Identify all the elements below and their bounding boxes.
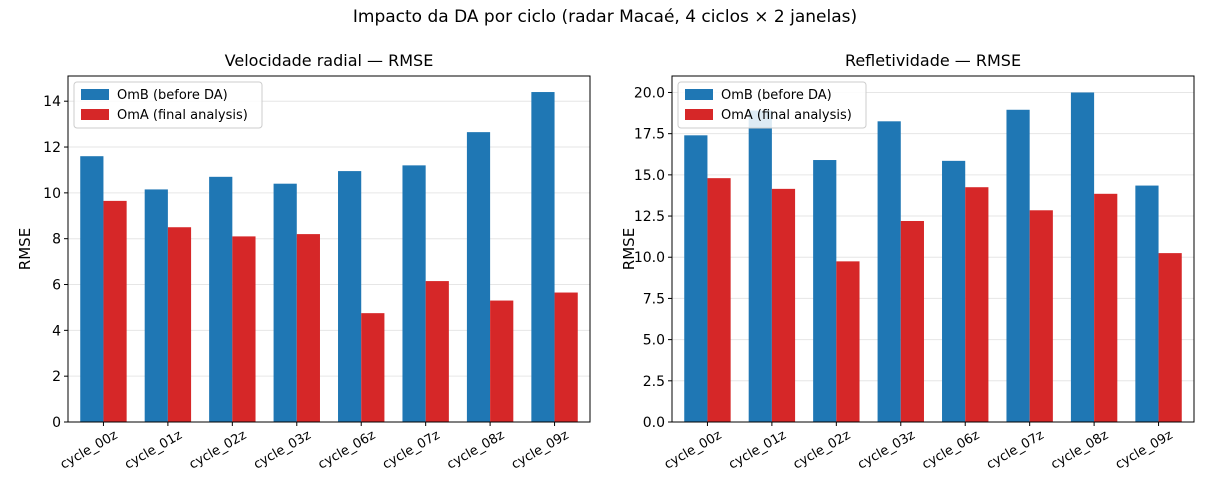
bar-omb bbox=[813, 160, 837, 422]
bar-omb bbox=[144, 189, 168, 422]
bar-omb bbox=[402, 165, 426, 422]
y-tick-label: 10 bbox=[43, 186, 61, 202]
x-tick-label: cycle_02z bbox=[791, 428, 854, 473]
figure-suptitle: Impacto da DA por ciclo (radar Macaé, 4 … bbox=[352, 7, 858, 27]
x-tick-label: cycle_06z bbox=[920, 428, 983, 473]
bar-oma bbox=[1158, 253, 1182, 422]
x-tick-label: cycle_09z bbox=[1113, 428, 1176, 473]
bar-oma bbox=[836, 261, 860, 422]
x-tick-label: cycle_02z bbox=[187, 428, 250, 473]
y-tick-label: 14 bbox=[43, 94, 61, 110]
y-tick-label: 10.0 bbox=[634, 250, 665, 266]
y-tick-label: 20.0 bbox=[634, 85, 665, 101]
legend-box bbox=[677, 81, 867, 129]
bar-oma bbox=[232, 236, 256, 422]
bar-omb bbox=[748, 110, 772, 422]
bar-oma bbox=[1094, 193, 1118, 422]
rmse-chart-reflectivity: 0.0 2.5 5.0 7.5 10.0 12.5 15.0 17.5 20.0 cycle_00… bbox=[620, 51, 1195, 473]
chart-title: Refletividade — RMSE bbox=[845, 51, 1021, 70]
y-tick-label: 0.0 bbox=[643, 415, 665, 431]
y-tick-label: 12.5 bbox=[634, 209, 665, 225]
bar-omb bbox=[209, 176, 233, 422]
bar-omb bbox=[1006, 109, 1030, 423]
x-tick-label: cycle_08z bbox=[445, 428, 508, 473]
legend-swatch-omb bbox=[81, 89, 109, 100]
bar-omb bbox=[877, 121, 901, 423]
bar-omb bbox=[531, 92, 555, 422]
bar-oma bbox=[361, 313, 385, 422]
y-tick-label: 7.5 bbox=[643, 291, 665, 307]
y-tick-label: 8 bbox=[52, 232, 61, 248]
legend-swatch-oma bbox=[81, 109, 109, 120]
y-axis-label: RMSE bbox=[16, 228, 34, 270]
bar-oma bbox=[167, 227, 192, 422]
plot-frame bbox=[67, 75, 591, 423]
x-tick-label: cycle_00z bbox=[58, 428, 121, 473]
y-tick-label: 15.0 bbox=[634, 168, 665, 184]
legend-box bbox=[73, 81, 263, 129]
y-tick-label: 5.0 bbox=[643, 333, 665, 349]
y-tick-label: 0 bbox=[52, 415, 61, 431]
bar-omb bbox=[1070, 92, 1095, 422]
x-tick-label: cycle_09z bbox=[509, 428, 572, 473]
y-tick-label: 2.5 bbox=[643, 374, 665, 390]
bar-oma bbox=[425, 281, 449, 422]
legend-label-oma: OmA (final analysis) bbox=[117, 108, 248, 123]
x-tick-label: cycle_06z bbox=[316, 428, 379, 473]
bar-oma bbox=[1029, 210, 1053, 422]
bar-oma bbox=[296, 234, 320, 422]
legend-swatch-oma bbox=[685, 109, 713, 120]
bar-omb bbox=[1135, 185, 1159, 422]
legend: OmB (before DA) OmA (final analysis) bbox=[677, 81, 867, 129]
legend-label-omb: OmB (before DA) bbox=[721, 88, 832, 103]
x-tick-label: cycle_08z bbox=[1049, 428, 1112, 473]
x-tick-label: cycle_03z bbox=[251, 428, 314, 473]
legend-swatch-omb bbox=[685, 89, 713, 100]
bar-oma bbox=[965, 187, 989, 422]
bar-oma bbox=[554, 292, 578, 422]
y-tick-label: 17.5 bbox=[634, 127, 665, 143]
bar-omb bbox=[942, 160, 966, 422]
bar-oma bbox=[707, 178, 731, 422]
x-tick-label: cycle_03z bbox=[855, 428, 918, 473]
y-tick-label: 12 bbox=[43, 140, 61, 156]
bar-omb bbox=[684, 135, 708, 423]
x-tick-label: cycle_07z bbox=[984, 428, 1047, 473]
x-tick-label: cycle_07z bbox=[380, 428, 443, 473]
bar-oma bbox=[490, 300, 514, 422]
bar-omb bbox=[80, 156, 104, 422]
y-tick-label: 6 bbox=[52, 278, 61, 294]
bar-oma bbox=[900, 220, 924, 422]
bar-oma bbox=[103, 200, 127, 422]
x-tick-label: cycle_00z bbox=[662, 428, 725, 473]
bar-omb bbox=[273, 183, 297, 422]
y-axis-label: RMSE bbox=[620, 228, 638, 270]
legend-label-omb: OmB (before DA) bbox=[117, 88, 228, 103]
chart-title: Velocidade radial — RMSE bbox=[225, 51, 434, 70]
bar-omb bbox=[466, 132, 491, 422]
legend-label-oma: OmA (final analysis) bbox=[721, 108, 852, 123]
y-tick-label: 4 bbox=[52, 323, 61, 339]
y-tick-label: 2 bbox=[52, 369, 61, 385]
legend: OmB (before DA) OmA (final analysis) bbox=[73, 81, 263, 129]
plot-frame bbox=[671, 75, 1195, 423]
x-tick-label: cycle_01z bbox=[122, 428, 185, 473]
bar-oma bbox=[771, 188, 796, 422]
x-tick-label: cycle_01z bbox=[726, 428, 789, 473]
bar-omb bbox=[338, 171, 362, 422]
